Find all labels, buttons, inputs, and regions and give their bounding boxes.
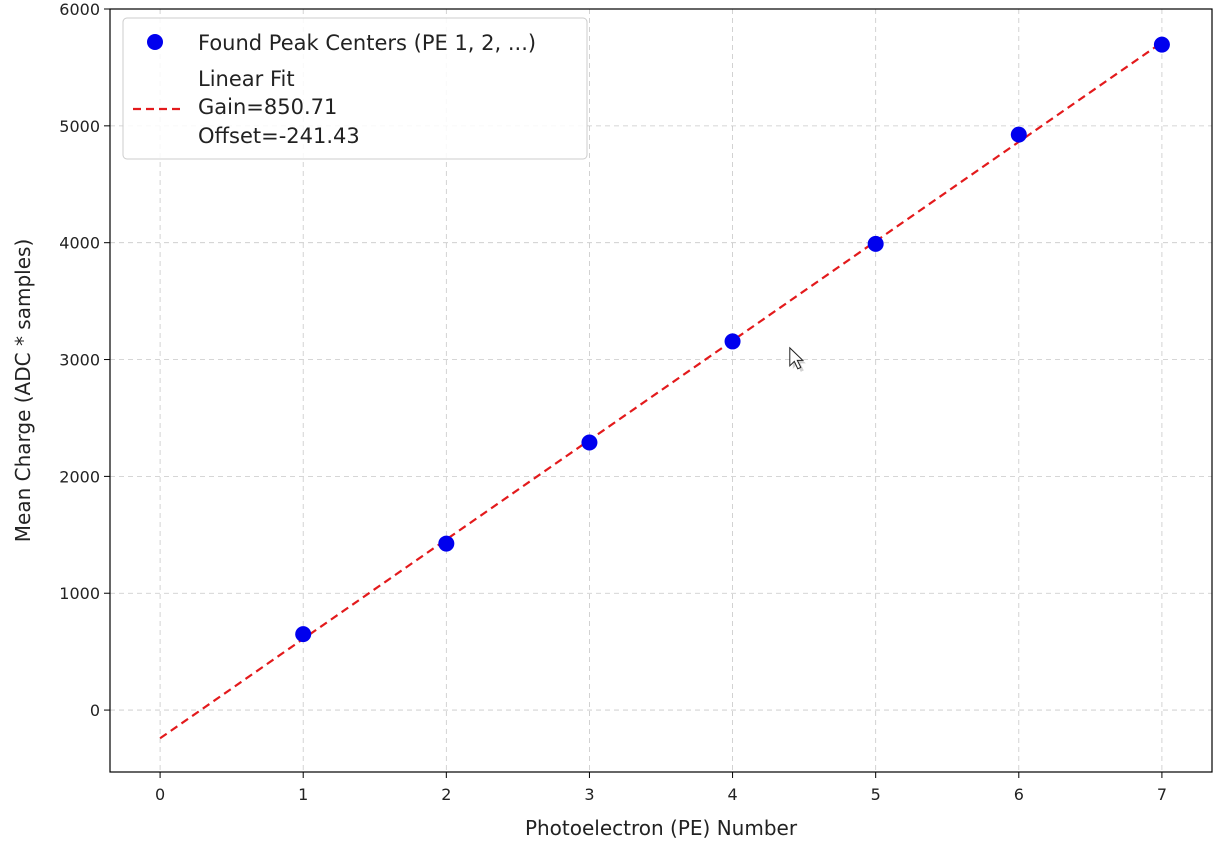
y-tick-label: 6000 — [59, 0, 100, 19]
scatter-points — [295, 36, 1170, 643]
legend-marker-scatter — [147, 34, 163, 50]
legend-box — [122, 17, 588, 160]
x-tick-label: 1 — [298, 785, 308, 804]
x-tick-label: 6 — [1014, 785, 1024, 804]
scatter-point — [867, 235, 884, 252]
legend-label-fit-gain: Gain=850.71 — [198, 95, 337, 119]
y-tick-label: 3000 — [59, 351, 100, 370]
plot-frame — [109, 8, 1213, 773]
x-axis-label: Photoelectron (PE) Number — [525, 816, 798, 840]
scatter-point — [1010, 126, 1027, 143]
scatter-point — [724, 333, 741, 350]
mouse-pointer-icon — [789, 346, 806, 372]
x-tick-label: 7 — [1157, 785, 1167, 804]
legend-label-fit-title: Linear Fit — [198, 67, 295, 91]
scatter-point — [438, 535, 455, 552]
legend-label-fit-offset: Offset=-241.43 — [198, 124, 360, 148]
y-tick-label: 5000 — [59, 117, 100, 136]
x-tick-label: 3 — [584, 785, 594, 804]
y-tick-label: 0 — [90, 701, 100, 720]
legend: Found Peak Centers (PE 1, 2, ...) Linear… — [122, 17, 588, 160]
x-tick-label: 5 — [871, 785, 881, 804]
y-tick-label: 1000 — [59, 584, 100, 603]
y-tick-label: 2000 — [59, 467, 100, 486]
x-tick-label: 0 — [155, 785, 165, 804]
fit-line — [159, 41, 1163, 740]
fit-line-layer — [159, 41, 1163, 740]
scatter-point — [295, 626, 312, 643]
y-axis-ticks: 0 1000 2000 3000 4000 5000 6000 — [59, 0, 110, 720]
x-tick-label: 4 — [727, 785, 737, 804]
y-tick-label: 4000 — [59, 234, 100, 253]
x-axis-ticks: 0 1 2 3 4 5 6 7 — [155, 772, 1167, 804]
scatter-point — [581, 434, 598, 451]
x-tick-label: 2 — [441, 785, 451, 804]
y-axis-label: Mean Charge (ADC * samples) — [11, 239, 35, 542]
scatter-point — [1153, 36, 1170, 53]
cursor-arrow — [789, 346, 805, 370]
legend-label-scatter: Found Peak Centers (PE 1, 2, ...) — [198, 31, 536, 55]
